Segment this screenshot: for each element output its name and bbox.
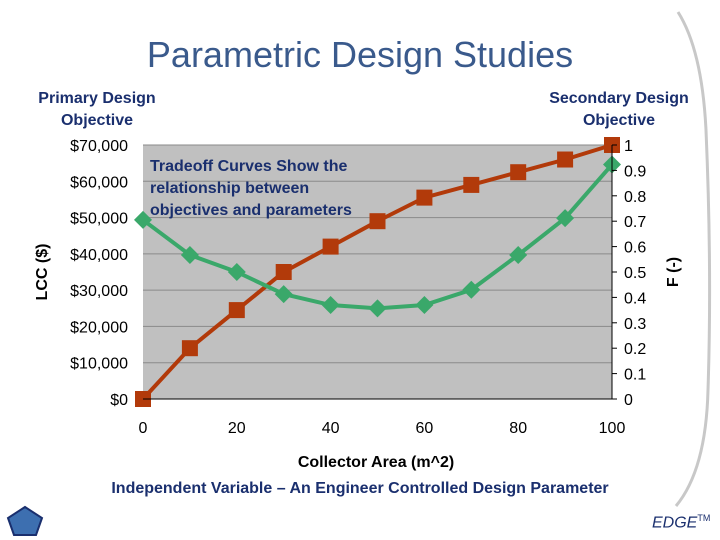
square-point bbox=[275, 264, 292, 280]
y2-tick-label: 0.2 bbox=[624, 341, 646, 358]
diamond-point bbox=[274, 285, 293, 304]
y2-axis-title: F (-) bbox=[665, 257, 682, 287]
square-point bbox=[557, 151, 574, 168]
edge-logo: EDGETM bbox=[652, 513, 710, 532]
x-tick-label: 100 bbox=[599, 420, 626, 437]
diamond-point bbox=[134, 210, 152, 229]
y-axis-title: LCC ($) bbox=[34, 244, 51, 301]
y-tick-label: $10,000 bbox=[70, 356, 128, 373]
square-point bbox=[510, 164, 527, 181]
annotation-line: Tradeoff Curves Show the bbox=[150, 158, 347, 175]
independent-variable-caption: Independent Variable – An Engineer Contr… bbox=[111, 480, 609, 497]
diamond-point bbox=[462, 280, 481, 299]
slide-title: Parametric Design Studies bbox=[146, 34, 574, 75]
y2-tick-label: 0.5 bbox=[624, 265, 646, 282]
square-point bbox=[322, 238, 339, 255]
y2-tick-label: 0.8 bbox=[624, 189, 646, 206]
y2-tick-label: 1 bbox=[624, 138, 633, 155]
x-tick-label: 40 bbox=[322, 420, 340, 437]
y-tick-label: $70,000 bbox=[70, 138, 128, 155]
y2-tick-label: 0.9 bbox=[624, 163, 646, 180]
diamond-point bbox=[368, 299, 387, 318]
square-point bbox=[369, 213, 386, 230]
tradeoff-annotation: Tradeoff Curves Show the relationship be… bbox=[150, 158, 352, 219]
y-tick-label: $50,000 bbox=[70, 211, 128, 228]
y-tick-label: $60,000 bbox=[70, 174, 128, 191]
x-tick-label: 80 bbox=[509, 420, 527, 437]
y-tick-label: $0 bbox=[110, 392, 128, 409]
y2-tick-label: 0.4 bbox=[624, 290, 646, 307]
square-point bbox=[228, 302, 245, 319]
page-curl-icon bbox=[674, 11, 712, 507]
edge-logo-text: EDGE bbox=[652, 514, 698, 532]
x-axis-title: Collector Area (m^2) bbox=[298, 454, 454, 471]
diamond-point bbox=[321, 296, 340, 315]
diamond-point bbox=[227, 263, 246, 281]
x-tick-label: 20 bbox=[228, 420, 246, 437]
x-tick-label: 60 bbox=[416, 420, 434, 437]
y2-tick-label: 0 bbox=[624, 392, 633, 409]
pentagon-logo-icon bbox=[6, 505, 44, 536]
diamond-point bbox=[180, 245, 199, 264]
primary-objective-label: Primary Design Objective bbox=[38, 90, 156, 129]
secondary-objective-label: Secondary Design Objective bbox=[549, 90, 689, 129]
diamond-point bbox=[509, 245, 528, 264]
trademark-mark: TM bbox=[697, 513, 711, 523]
square-point bbox=[416, 189, 433, 206]
y2-tick-label: 0.3 bbox=[624, 316, 646, 333]
annotation-line: objectives and parameters bbox=[150, 202, 352, 219]
annotation-line: relationship between bbox=[150, 180, 309, 197]
square-point bbox=[463, 176, 480, 193]
diamond-point bbox=[415, 296, 434, 315]
square-point bbox=[181, 340, 198, 357]
plot-area bbox=[143, 145, 612, 399]
y-tick-label: $40,000 bbox=[70, 247, 128, 264]
y2-tick-label: 0.7 bbox=[624, 214, 646, 231]
y2-tick-label: 0.6 bbox=[624, 240, 646, 257]
y2-tick-label: 0.1 bbox=[624, 367, 646, 384]
x-tick-label: 0 bbox=[139, 420, 148, 437]
y-tick-label: $30,000 bbox=[70, 283, 128, 300]
diamond-point bbox=[556, 209, 575, 228]
y-tick-label: $20,000 bbox=[70, 319, 128, 336]
